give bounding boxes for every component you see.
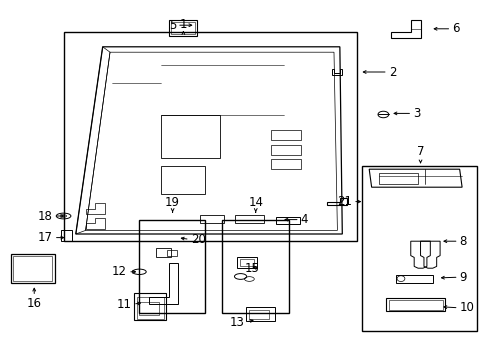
Text: 15: 15 — [244, 262, 259, 275]
Bar — [156, 248, 171, 257]
Text: 3: 3 — [412, 107, 420, 120]
Text: 10: 10 — [459, 301, 473, 314]
Text: 13: 13 — [229, 316, 244, 329]
Bar — [361, 166, 476, 331]
Bar — [161, 166, 205, 194]
Bar — [171, 22, 194, 34]
Bar — [13, 256, 52, 281]
Bar — [388, 300, 442, 310]
Bar — [378, 173, 417, 184]
Bar — [11, 254, 55, 283]
Bar — [63, 32, 356, 241]
Bar — [245, 307, 275, 321]
Bar — [134, 293, 166, 320]
Bar — [139, 220, 205, 313]
Text: 11: 11 — [117, 298, 132, 311]
Text: 8: 8 — [459, 235, 466, 248]
Bar — [249, 310, 268, 319]
Text: 18: 18 — [38, 210, 53, 222]
Bar — [139, 302, 159, 315]
Bar — [386, 298, 444, 311]
Bar — [167, 250, 177, 256]
Bar — [271, 130, 300, 140]
Bar — [271, 159, 300, 169]
Text: 1: 1 — [179, 18, 187, 31]
Bar — [168, 20, 197, 36]
Bar — [271, 145, 300, 155]
Bar — [222, 220, 288, 313]
Text: 7: 7 — [416, 145, 424, 158]
Bar — [200, 215, 224, 223]
Text: 14: 14 — [248, 196, 263, 209]
Text: 16: 16 — [27, 297, 41, 310]
Text: 17: 17 — [38, 231, 53, 244]
Bar — [395, 275, 432, 283]
Bar — [161, 115, 220, 158]
Text: 5: 5 — [168, 19, 176, 32]
Text: 20: 20 — [190, 233, 205, 246]
Text: 19: 19 — [165, 196, 180, 209]
Text: 4: 4 — [300, 213, 307, 226]
Bar — [239, 259, 254, 266]
Bar — [137, 297, 163, 319]
Bar — [237, 257, 256, 268]
Text: 2: 2 — [388, 66, 395, 78]
Text: 6: 6 — [451, 22, 459, 35]
Bar — [276, 217, 299, 224]
Text: 21: 21 — [336, 195, 351, 208]
Bar — [234, 215, 264, 223]
Bar — [61, 230, 72, 241]
Text: 12: 12 — [112, 265, 127, 278]
Text: 9: 9 — [459, 271, 466, 284]
